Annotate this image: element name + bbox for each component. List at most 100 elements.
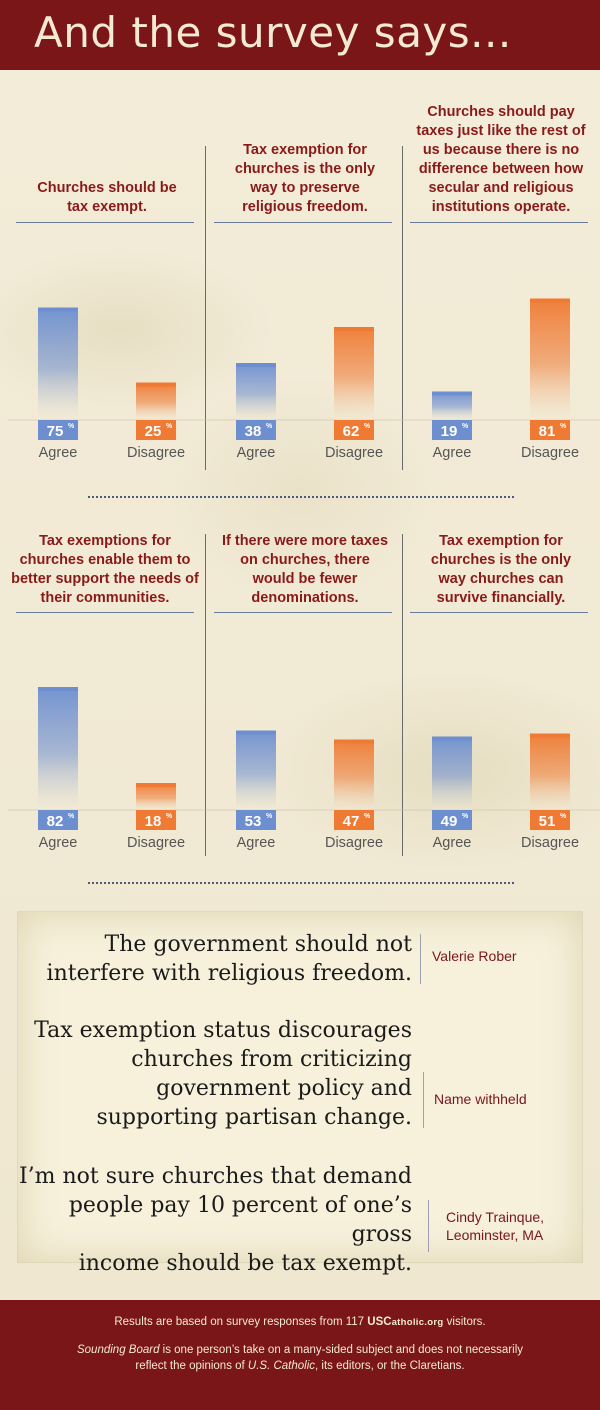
quote-row: I’m not sure churches that demand people… — [18, 1162, 582, 1276]
percent-sign: % — [166, 423, 173, 430]
category-label: Disagree — [325, 835, 383, 851]
panel-q2: Tax exemption for churches is the only w… — [206, 90, 404, 220]
column-divider — [205, 534, 206, 856]
disagree-bar — [136, 382, 176, 420]
quote-text: The government should not interfere with… — [46, 932, 412, 986]
question-text: Tax exemption for churches is the only w… — [234, 142, 376, 215]
percent-sign: % — [266, 813, 273, 820]
agree-bar — [38, 687, 78, 810]
category-label: Disagree — [521, 835, 579, 851]
disagree-bar — [530, 733, 570, 810]
panel-q3: Churches should pay taxes just like the … — [402, 80, 600, 220]
agree-value-badge — [38, 420, 78, 440]
panel-q4: Tax exemptions for churches enable them … — [6, 520, 204, 610]
agree-bar-cap — [432, 736, 472, 741]
disagree-bar — [334, 739, 374, 810]
footer-note-suffix: visitors. — [443, 1316, 486, 1328]
question-text: Tax exemption for churches is the only w… — [430, 533, 572, 606]
question-rule — [214, 222, 392, 223]
quote-author: Name withheld — [434, 1091, 527, 1107]
category-label: Disagree — [127, 835, 185, 851]
bar-chart-q4: 82 % Agree 18 % Disagree — [8, 687, 206, 851]
panel-q1: Churches should be tax exempt. — [8, 90, 206, 220]
quote-author: Cindy Trainque, Leominster, MA — [446, 1209, 545, 1243]
dotted-separator — [88, 496, 514, 498]
title-banner: And the survey says... — [0, 0, 600, 70]
quote-row: Tax exemption status discourages churche… — [18, 1016, 582, 1136]
percent-sign: % — [462, 813, 469, 820]
disagree-value-badge — [136, 420, 176, 440]
percent-sign: % — [266, 423, 273, 430]
quote-author: Valerie Rober — [432, 948, 517, 964]
bar-chart-q3: 19 % Agree 81 % Disagree — [402, 298, 600, 461]
category-label: Disagree — [325, 445, 383, 461]
bar-chart-q2: 38 % Agree 62 % Disagree — [206, 327, 404, 461]
category-label: Agree — [237, 445, 276, 461]
question-rule — [16, 222, 194, 223]
disagree-value-label: 47 — [343, 813, 360, 830]
percent-sign: % — [560, 423, 567, 430]
agree-bar-cap — [38, 307, 78, 312]
percent-sign: % — [364, 813, 371, 820]
category-label: Agree — [433, 445, 472, 461]
agree-value-badge — [432, 810, 472, 830]
quote-text: Tax exemption status discourages churche… — [34, 1018, 412, 1130]
agree-bar — [38, 307, 78, 420]
percent-sign: % — [462, 423, 469, 430]
footer: Results are based on survey responses fr… — [0, 1300, 600, 1410]
disagree-bar-cap — [334, 739, 374, 744]
agree-value-badge — [236, 420, 276, 440]
disagree-bar — [334, 327, 374, 420]
column-divider — [402, 534, 403, 856]
disagree-value-badge — [530, 420, 570, 440]
question-text: Churches should be tax exempt. — [37, 180, 177, 215]
category-label: Agree — [39, 835, 78, 851]
footer-note-text: Results are based on survey responses fr… — [114, 1316, 368, 1328]
quotes-card: The government should not interfere with… — [18, 912, 582, 1276]
bar-chart-q5: 53 % Agree 47 % Disagree — [206, 730, 404, 851]
agree-bar-cap — [236, 363, 276, 367]
panel-q5: If there were more taxes on churches, th… — [206, 520, 404, 610]
publication-name: U.S. Catholic — [247, 1360, 316, 1372]
disagree-value-badge — [530, 810, 570, 830]
question-rule — [214, 612, 392, 613]
agree-value-label: 38 — [245, 423, 262, 440]
question-rule — [410, 222, 588, 223]
question-rule — [410, 612, 588, 613]
bar-chart-q6: 49 % Agree 51 % Disagree — [402, 733, 600, 851]
percent-sign: % — [364, 423, 371, 430]
percent-sign: % — [560, 813, 567, 820]
page-title: And the survey says... — [34, 8, 512, 57]
question-rule — [16, 612, 194, 613]
agree-bar — [236, 363, 276, 420]
panel-q6: Tax exemption for churches is the only w… — [402, 520, 600, 610]
dotted-separator — [88, 882, 514, 884]
agree-value-badge — [38, 810, 78, 830]
disagree-value-label: 81 — [539, 423, 556, 440]
agree-bar-cap — [236, 730, 276, 735]
category-label: Agree — [237, 835, 276, 851]
disagree-value-label: 18 — [145, 813, 162, 830]
disagree-value-badge — [334, 420, 374, 440]
agree-value-label: 82 — [47, 813, 64, 830]
site-name: USCatholic.org — [367, 1316, 444, 1328]
disagree-bar — [530, 298, 570, 420]
category-label: Disagree — [127, 445, 185, 461]
category-label: Disagree — [521, 445, 579, 461]
disagree-bar-cap — [136, 783, 176, 787]
quote-text: I’m not sure churches that demand people… — [18, 1164, 412, 1276]
footer-note: Results are based on survey responses fr… — [0, 1314, 600, 1331]
column-divider — [402, 146, 403, 470]
category-label: Agree — [39, 445, 78, 461]
percent-sign: % — [68, 813, 75, 820]
feature-name: Sounding Board — [76, 1344, 160, 1356]
disagree-bar — [136, 783, 176, 810]
percent-sign: % — [166, 813, 173, 820]
agree-bar — [432, 736, 472, 810]
quote-divider — [420, 934, 421, 984]
disagree-value-label: 51 — [539, 813, 556, 830]
question-text: If there were more taxes on churches, th… — [221, 533, 389, 606]
quote-divider — [423, 1072, 424, 1128]
disagree-bar-cap — [530, 298, 570, 303]
column-divider — [205, 146, 206, 470]
